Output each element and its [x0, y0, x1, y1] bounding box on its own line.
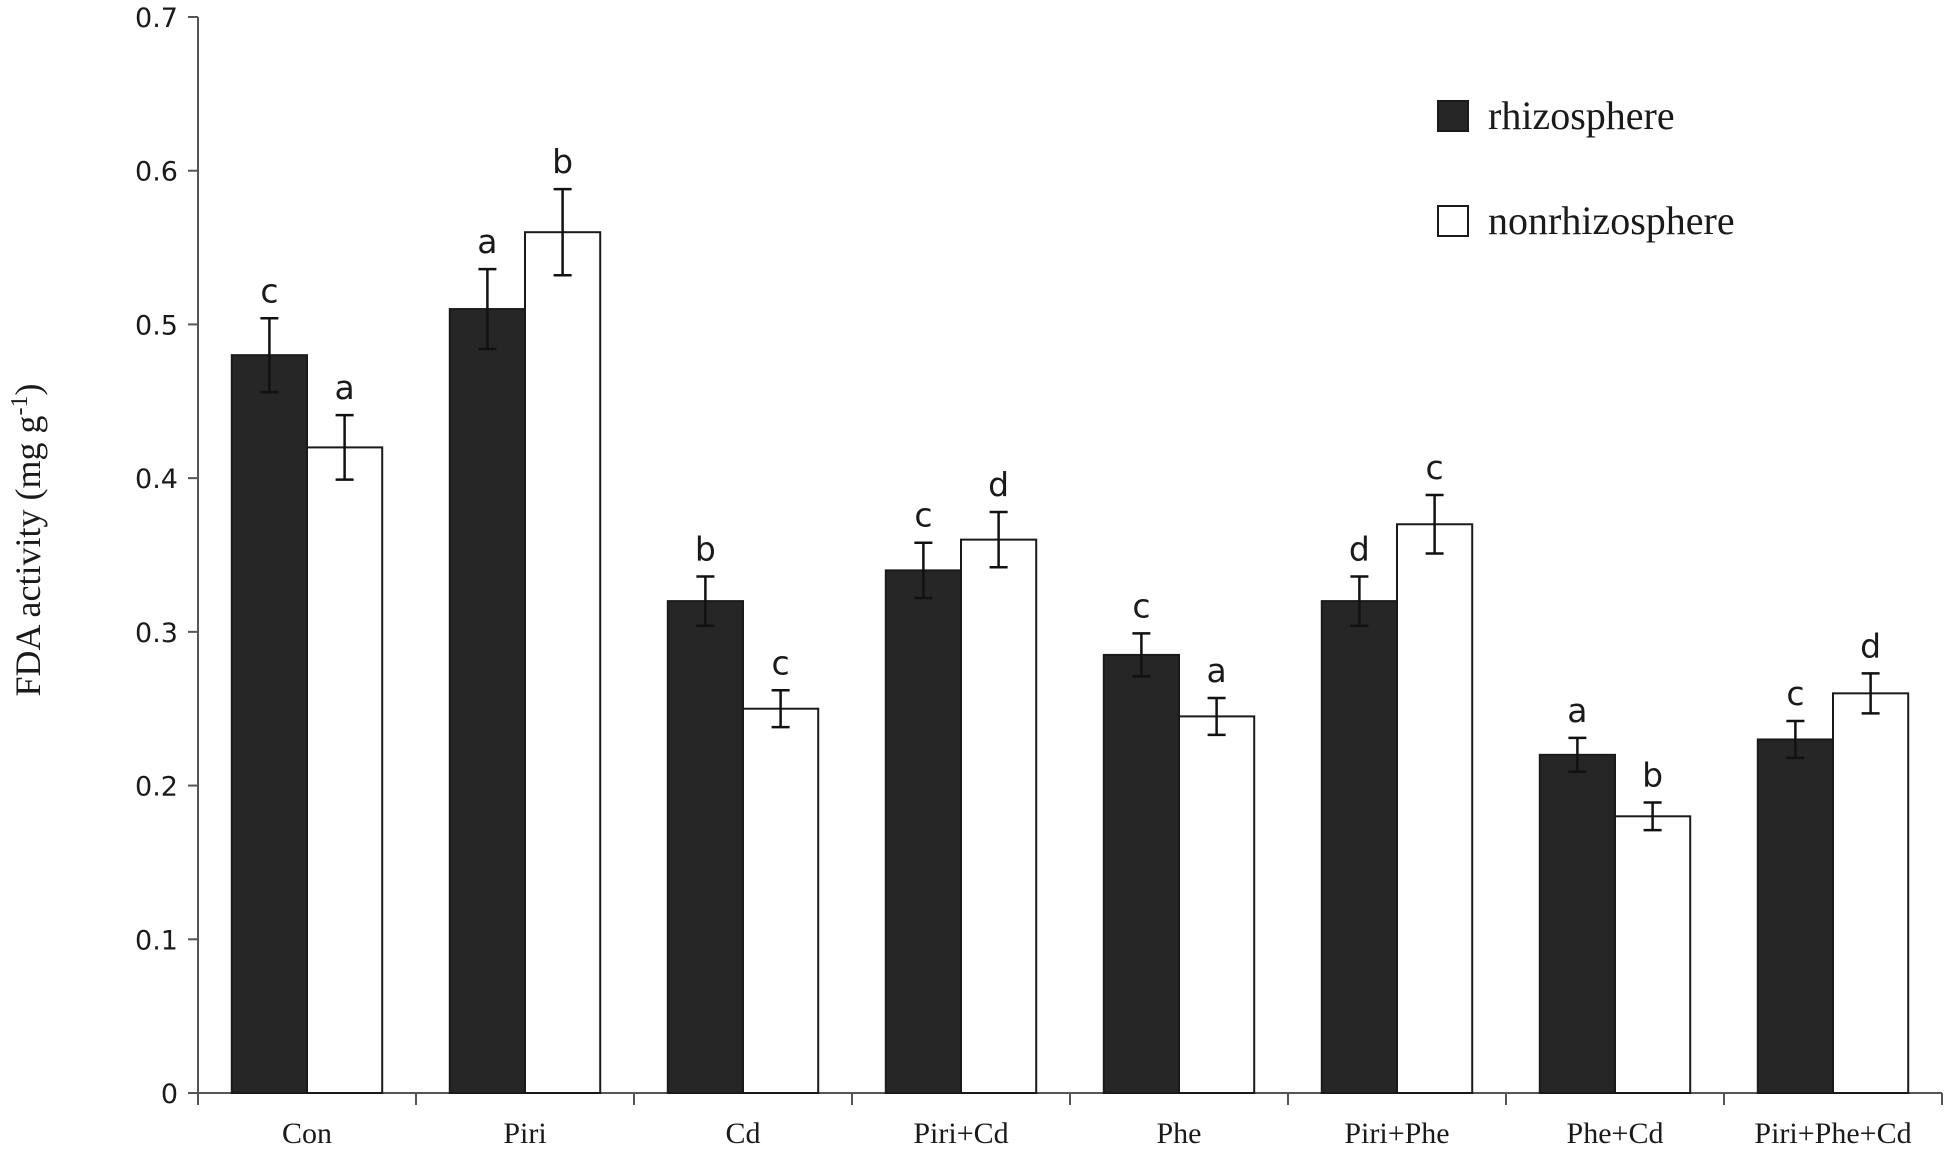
significance-letter: b [1642, 755, 1663, 794]
y-axis-label-sup: -1 [7, 396, 33, 416]
y-axis-label-main: FDA activity (mg g [8, 416, 48, 697]
significance-letter: c [1426, 448, 1444, 487]
significance-letter: c [914, 496, 932, 535]
bars [230, 231, 1910, 1095]
significance-letter: d [988, 465, 1009, 504]
x-category-label: Con [282, 1117, 332, 1150]
legend-swatch-nonrhizosphere [1437, 205, 1469, 237]
y-tick-label: 0.4 [135, 464, 178, 495]
bar-rhizosphere [448, 308, 527, 1094]
y-tick-label: 0.3 [135, 618, 178, 649]
significance-letter: a [334, 368, 354, 407]
x-category-label: Piri+Phe [1344, 1117, 1449, 1150]
bar-nonrhizosphere [524, 231, 602, 1094]
y-tick-label: 0.7 [135, 3, 178, 34]
y-tick-label: 0.1 [135, 925, 178, 956]
x-category-label: Cd [725, 1117, 760, 1150]
bar-nonrhizosphere [1832, 692, 1910, 1094]
bar-nonrhizosphere [1178, 715, 1256, 1095]
bar-rhizosphere [1320, 600, 1399, 1094]
significance-letter: c [260, 271, 278, 310]
significance-letter: c [1132, 586, 1150, 625]
significance-letter: d [1860, 626, 1881, 665]
y-axis-label: FDA activity (mg g-1) [7, 384, 48, 697]
significance-letter: c [772, 643, 790, 682]
y-axis-label-close: ) [8, 384, 48, 396]
x-category-label: Piri+Phe+Cd [1754, 1117, 1911, 1150]
bar-rhizosphere [666, 600, 744, 1094]
significance-letter: b [695, 530, 716, 569]
legend: rhizosphere nonrhizosphere [1437, 93, 1735, 243]
bar-nonrhizosphere [1614, 815, 1692, 1094]
significance-labels: c a b c c d a c a b c d a c b d [260, 142, 1881, 794]
bar-nonrhizosphere [742, 707, 820, 1094]
x-category-label: Piri [503, 1117, 546, 1150]
bar-rhizosphere [1538, 753, 1617, 1094]
bar-nonrhizosphere [306, 446, 384, 1094]
bar-nonrhizosphere [1396, 523, 1474, 1094]
significance-letter: a [477, 222, 497, 261]
x-category-label: Piri+Cd [913, 1117, 1008, 1150]
bar-nonrhizosphere [960, 538, 1038, 1094]
bar-rhizosphere [230, 354, 308, 1094]
legend-swatch-rhizosphere [1437, 100, 1469, 132]
y-tick-label: 0 [161, 1079, 178, 1110]
x-category-label: Phe [1157, 1117, 1202, 1150]
significance-letter: b [552, 142, 573, 181]
significance-letter: a [1206, 651, 1226, 690]
y-axis: 0 0.1 0.2 0.3 0.4 0.5 0.6 0.7 [135, 3, 199, 1110]
x-axis: Con Piri Cd Piri+Cd Phe Piri+Phe Phe+Cd Piri+Ph… [197, 1092, 1943, 1150]
y-tick-label: 0.6 [135, 157, 178, 188]
y-tick-label: 0.2 [135, 772, 178, 803]
y-tick-label: 0.5 [135, 310, 178, 341]
x-category-label: Phe+Cd [1567, 1117, 1664, 1150]
significance-letter: d [1349, 530, 1370, 569]
bar-rhizosphere [1102, 653, 1181, 1095]
error-bars [260, 187, 1880, 832]
legend-label: rhizosphere [1488, 93, 1675, 138]
legend-label: nonrhizosphere [1488, 198, 1735, 243]
bar-rhizosphere [1756, 738, 1835, 1094]
bar-rhizosphere [884, 569, 962, 1094]
significance-letter: c [1786, 674, 1804, 713]
significance-letter: a [1567, 691, 1587, 730]
